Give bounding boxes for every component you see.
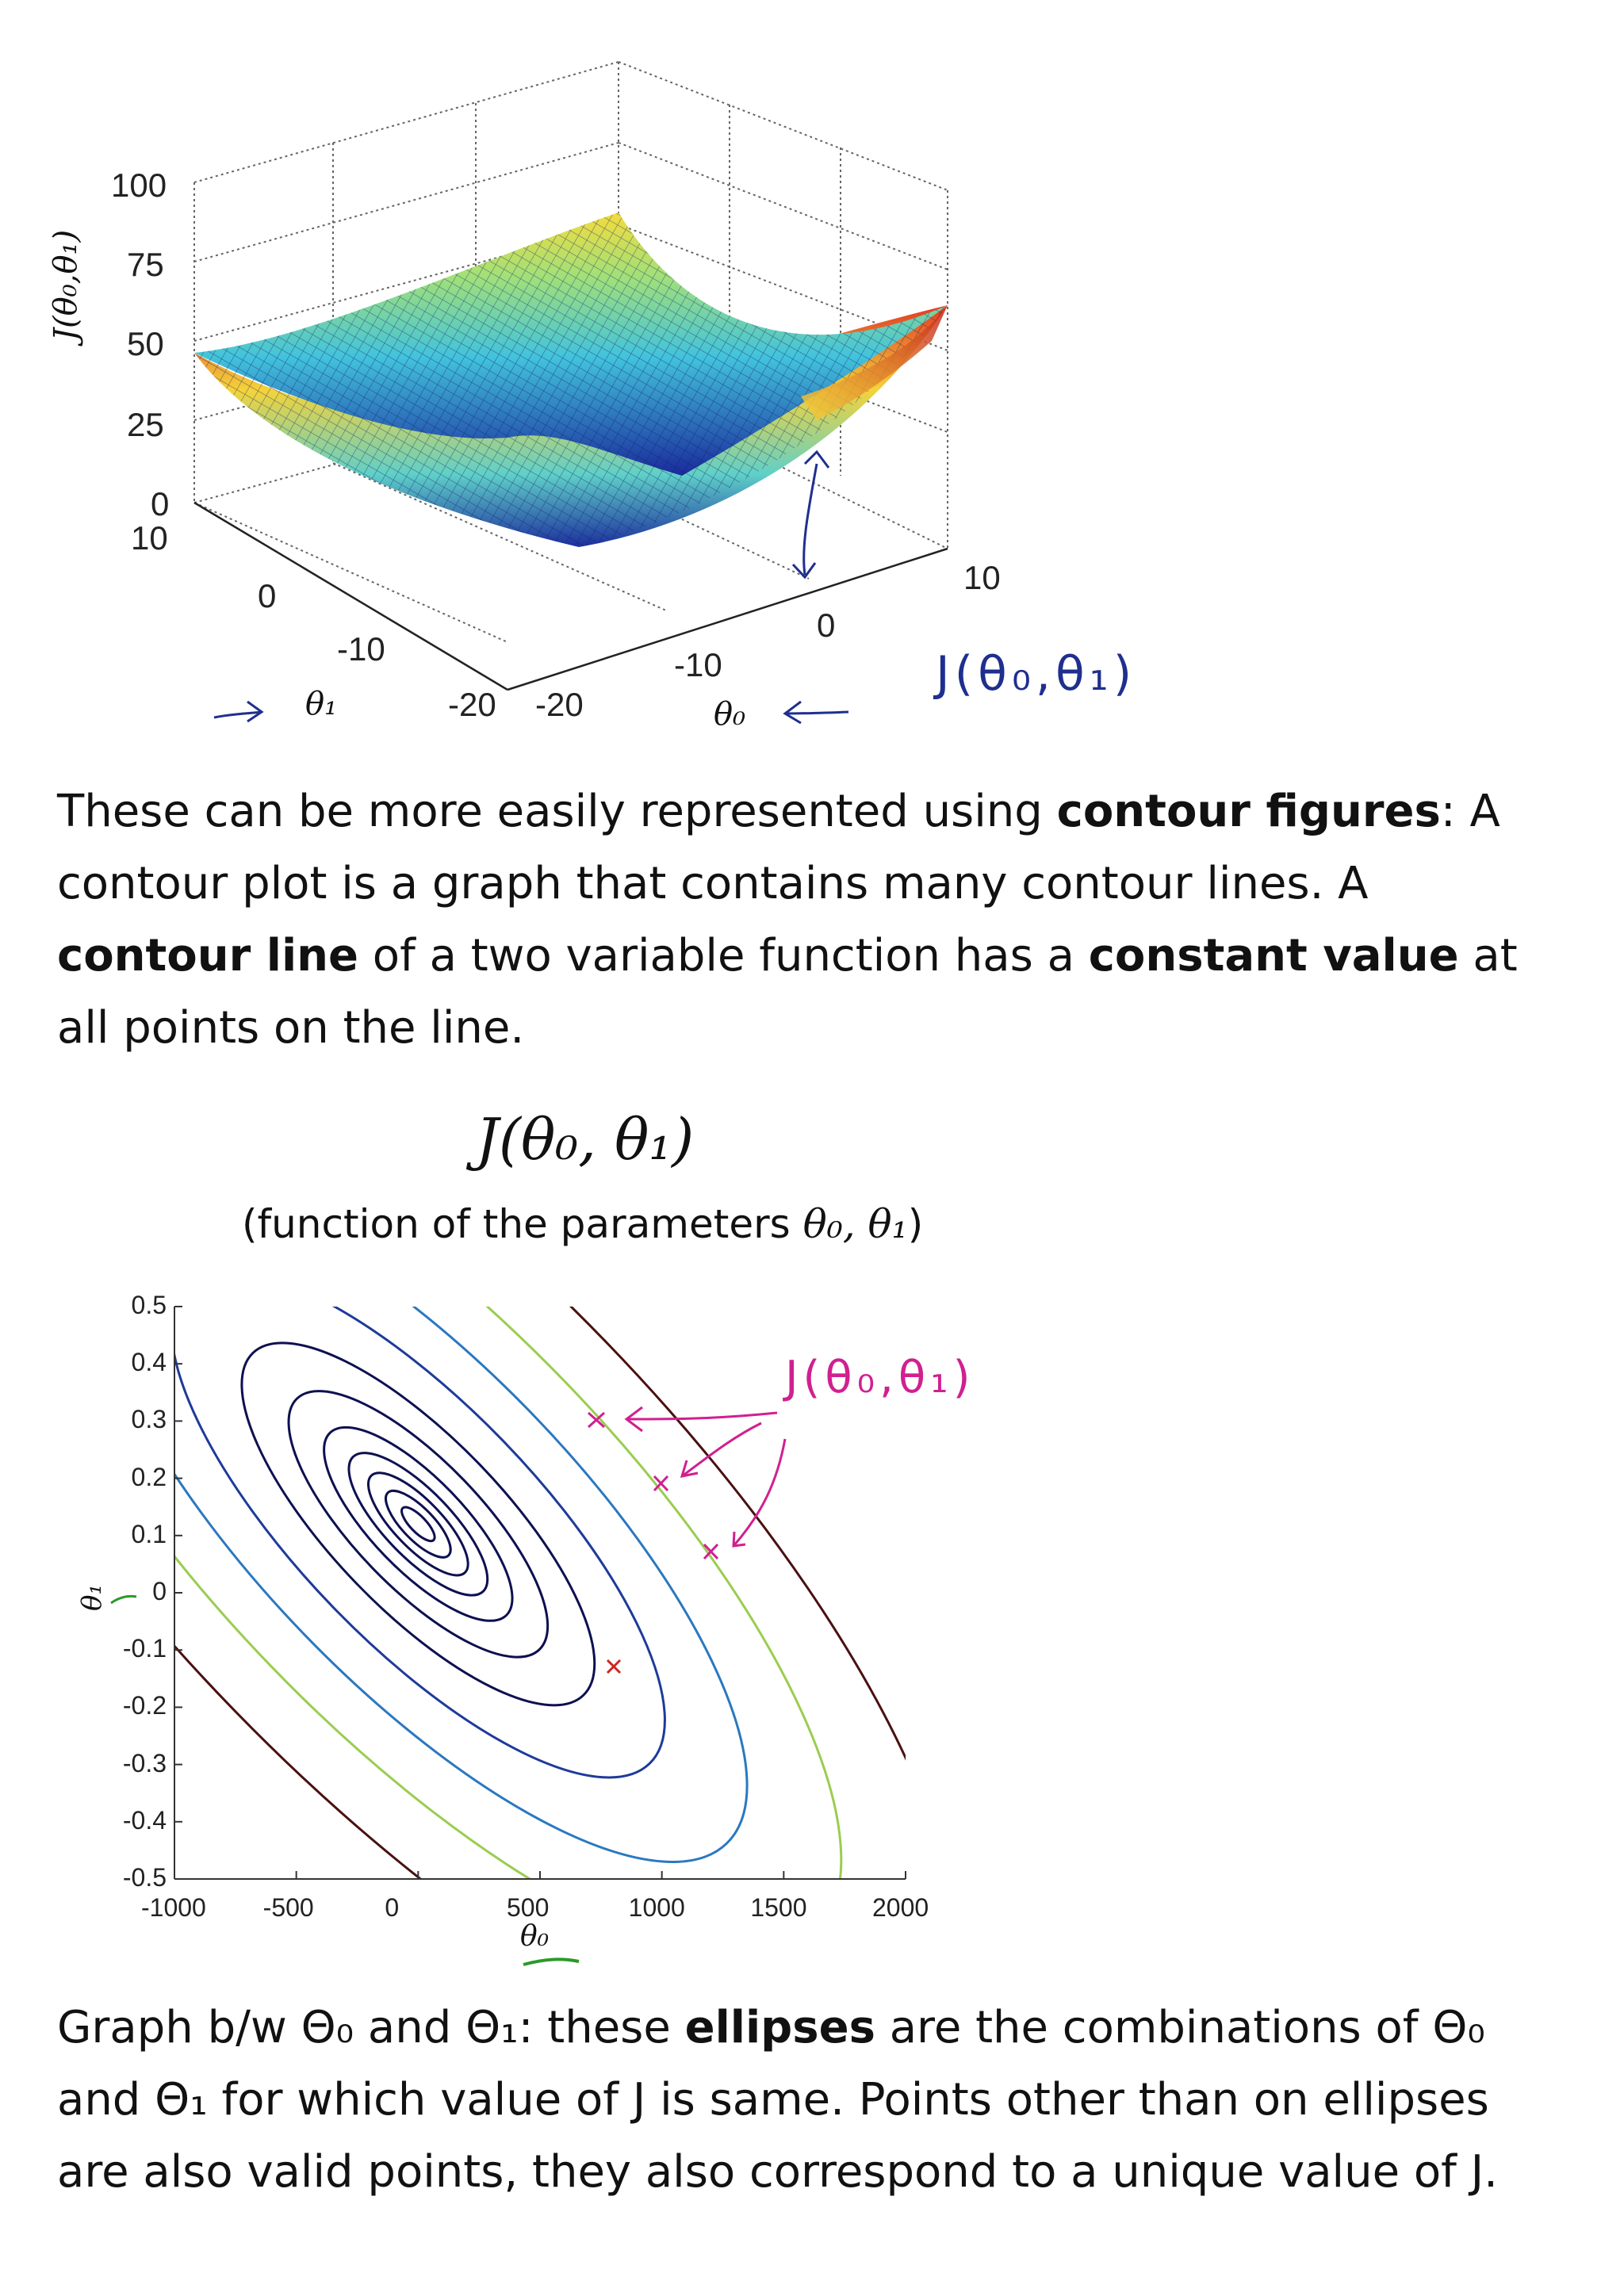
contour-ellipse [174, 1307, 749, 1863]
surface-annotation-arrow [213, 450, 849, 725]
contour-ellipse [366, 1471, 469, 1577]
surface-plot-canvas [193, 61, 948, 725]
contour-y-axis-label: θ₁ [76, 1583, 108, 1611]
y-tick-label: -0.5 [122, 1863, 167, 1892]
theta0-tick: 10 [963, 559, 1001, 596]
y-tick-label: 0.4 [131, 1348, 167, 1377]
marked-point [606, 1659, 622, 1674]
contour-subtitle: (function of the parameters θ₀, θ₁) [242, 1201, 924, 1247]
contour-lines [174, 1307, 906, 1879]
y-tick-label: -0.2 [122, 1691, 167, 1720]
contour-ellipse [240, 1341, 596, 1707]
surface-handwritten-note: J(θ₀,θ₁) [936, 646, 1137, 702]
y-tick-label: 0.1 [131, 1519, 167, 1548]
theta1-axis-label: θ₁ [305, 686, 338, 722]
x-tick-label: -500 [262, 1893, 314, 1922]
x-tick-label: 500 [507, 1893, 550, 1922]
theta1-tick: 10 [131, 519, 168, 557]
paragraph-ellipses-explanation: Graph b/w Θ₀ and Θ₁: these ellipses are … [57, 2002, 1498, 2198]
contour-ellipse [347, 1452, 489, 1597]
z-tick: 50 [127, 325, 164, 362]
y-tick-label: -0.4 [122, 1805, 167, 1835]
theta0-tick: -20 [535, 686, 584, 723]
y-tick-label: -0.3 [122, 1748, 167, 1777]
contour-ellipse [287, 1390, 550, 1659]
contour-ellipse [174, 1307, 843, 1879]
x-tick-label: 1500 [750, 1893, 807, 1922]
y-tick-label: -0.1 [122, 1634, 167, 1663]
y-tick-label: 0.5 [131, 1291, 167, 1319]
y-tick-label: 0.3 [131, 1405, 167, 1434]
theta0-axis-label: θ₀ [714, 696, 746, 733]
theta0-tick: 0 [817, 607, 836, 644]
contour-annotations [587, 1406, 787, 1560]
contour-x-axis-label: θ₀ [520, 1920, 550, 1953]
z-tick: 100 [111, 166, 167, 204]
surface-mesh [194, 212, 948, 547]
contour-ellipse [174, 1307, 906, 1879]
x-tick-label: 0 [385, 1893, 400, 1922]
paragraph-contour-intro: These can be more easily represented usi… [57, 786, 1518, 1054]
y-tick-label: 0 [152, 1577, 167, 1605]
contour-ticks [174, 1306, 906, 1880]
y-tick-label: 0.2 [131, 1462, 167, 1491]
xlabel-underline [523, 1957, 580, 1966]
x-tick-label: 2000 [872, 1893, 929, 1922]
x-tick-label: -1000 [141, 1893, 206, 1922]
contour-ellipse [400, 1506, 436, 1543]
x-tick-label: 1000 [628, 1893, 685, 1922]
contour-ellipse [323, 1425, 514, 1622]
z-tick: 0 [151, 485, 170, 522]
contour-ellipse [174, 1307, 666, 1779]
ylabel-underline [110, 1594, 137, 1605]
contour-ellipse [385, 1489, 452, 1559]
contour-handwritten-note: J(θ₀,θ₁) [785, 1352, 975, 1403]
surface-axes [193, 501, 948, 691]
z-tick: 25 [127, 406, 164, 443]
theta1-tick: -20 [448, 686, 496, 723]
theta0-tick: -10 [674, 646, 722, 683]
contour-title: J(θ₀, θ₁) [476, 1106, 695, 1173]
theta1-tick: 0 [258, 577, 277, 614]
theta1-tick: -10 [337, 630, 385, 668]
z-tick: 75 [127, 246, 164, 283]
